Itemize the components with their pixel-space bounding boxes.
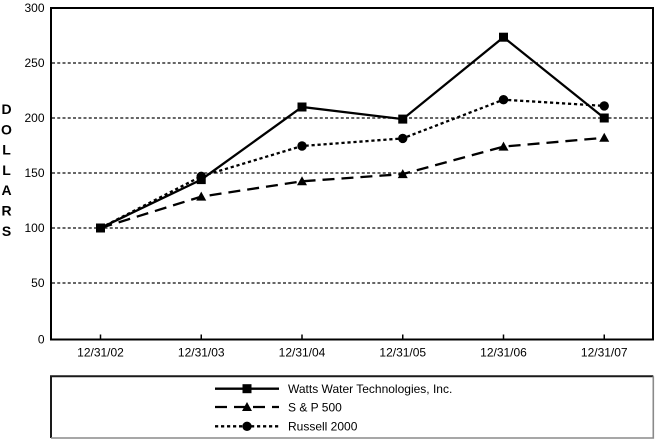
svg-text:250: 250 bbox=[24, 56, 44, 70]
svg-text:R: R bbox=[1, 203, 11, 219]
svg-text:Watts Water Technologies, Inc.: Watts Water Technologies, Inc. bbox=[288, 382, 452, 396]
svg-text:S & P 500: S & P 500 bbox=[288, 400, 342, 414]
svg-text:12/31/04: 12/31/04 bbox=[279, 346, 326, 360]
svg-text:Russell 2000: Russell 2000 bbox=[288, 420, 358, 434]
svg-text:L: L bbox=[2, 162, 11, 178]
svg-text:0: 0 bbox=[38, 333, 45, 347]
svg-text:S: S bbox=[2, 223, 11, 239]
svg-text:300: 300 bbox=[24, 1, 44, 15]
svg-text:12/31/05: 12/31/05 bbox=[379, 346, 426, 360]
svg-text:12/31/03: 12/31/03 bbox=[178, 346, 225, 360]
svg-text:100: 100 bbox=[24, 221, 44, 235]
svg-text:150: 150 bbox=[24, 166, 44, 180]
svg-text:D: D bbox=[1, 101, 11, 117]
svg-text:12/31/07: 12/31/07 bbox=[581, 346, 628, 360]
svg-text:O: O bbox=[1, 121, 12, 137]
svg-text:A: A bbox=[1, 182, 11, 198]
svg-text:L: L bbox=[2, 142, 11, 158]
svg-text:12/31/02: 12/31/02 bbox=[77, 346, 124, 360]
svg-text:50: 50 bbox=[31, 276, 45, 290]
svg-text:200: 200 bbox=[24, 111, 44, 125]
svg-text:12/31/06: 12/31/06 bbox=[480, 346, 527, 360]
